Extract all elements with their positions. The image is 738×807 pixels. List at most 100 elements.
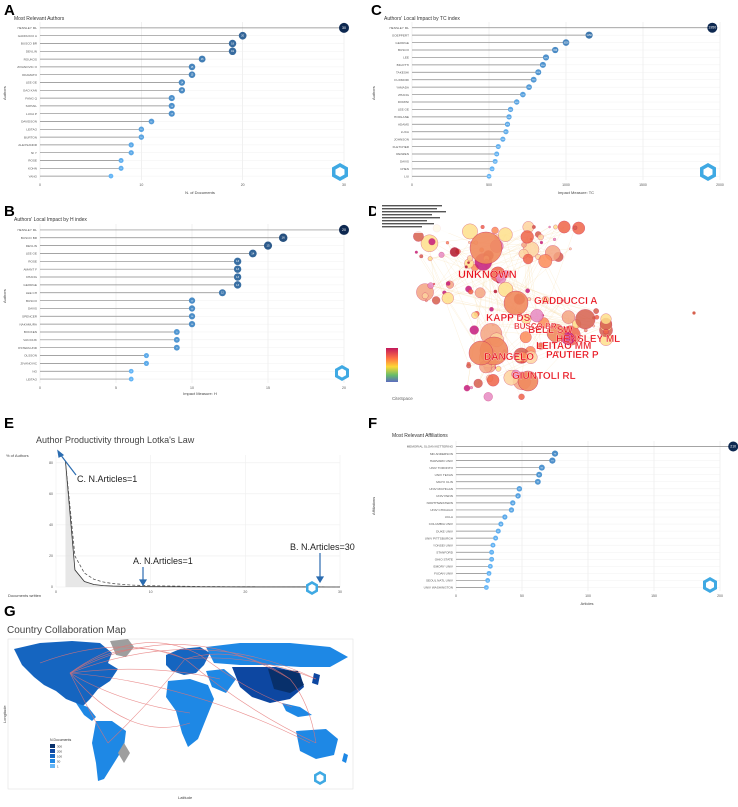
value-label: 14 — [251, 251, 255, 255]
value-label: 720 — [521, 94, 524, 96]
category-label: ZHANG — [398, 93, 409, 97]
network-node — [446, 241, 449, 244]
network-node — [425, 300, 427, 302]
value-label: 10 — [140, 137, 142, 139]
category-label: GEORGE — [395, 41, 409, 45]
category-label: DEVLIN — [26, 50, 37, 54]
value-label: 560 — [497, 146, 500, 148]
y-tick-label: 20 — [49, 554, 53, 558]
color-legend-bar — [386, 348, 398, 382]
category-label: EMORY UNIV — [434, 565, 454, 569]
category-label: DAVIS — [400, 160, 409, 164]
category-label: UNIV MICHIGAN — [429, 487, 453, 491]
tc-index-chart: Authors' Local Impact by TC index Author… — [368, 0, 738, 200]
category-label: LEITAO — [26, 377, 37, 381]
network-hub-node — [470, 232, 502, 264]
category-label: NAKAMURA — [19, 322, 37, 326]
value-label: 48 — [518, 489, 520, 491]
network-node — [466, 364, 471, 369]
x-tick-label: 200 — [717, 594, 723, 598]
network-node — [487, 374, 499, 386]
value-label: 16 — [282, 236, 286, 240]
network-node — [467, 261, 469, 263]
category-label: BOCKEN — [24, 330, 37, 334]
value-label: 42 — [510, 510, 512, 512]
category-label: ADAMS — [398, 122, 409, 126]
network-node — [498, 228, 512, 242]
network-node — [575, 309, 595, 329]
category-label: UNIV PENN — [436, 494, 453, 498]
network-node-label: DANGELO — [484, 352, 534, 363]
x-tick-label: 0 — [55, 590, 57, 594]
category-label: ROSE — [28, 159, 37, 163]
network-node — [450, 247, 459, 256]
network-node — [593, 308, 598, 313]
category-label: HENSLEY ML — [389, 26, 409, 30]
chart-g-title: Country Collaboration Map — [7, 625, 126, 636]
category-label: MEMORIAL SLOAN KETTERING — [407, 445, 454, 449]
network-node — [523, 254, 533, 264]
bibliometrix-logo-c — [700, 163, 716, 181]
category-label: ZIVANOVIC — [21, 362, 38, 366]
network-node — [531, 309, 544, 322]
category-label: YONSEI UNIV — [433, 543, 454, 547]
network-node — [429, 238, 436, 245]
network-node-label: UNKNOWN — [458, 269, 517, 281]
network-node — [519, 394, 525, 400]
bibliometrix-logo-f — [703, 577, 717, 593]
category-label: ROSE — [28, 260, 37, 264]
value-label: 6 — [131, 371, 132, 373]
value-label: 9 — [131, 145, 132, 147]
chart-f-title: Most Relevant Affiliations — [392, 433, 448, 439]
network-node — [538, 234, 544, 240]
category-label: LEE GE — [398, 108, 409, 112]
category-label: UNIV TORONTO — [429, 466, 453, 470]
legend-value-1: 300 — [57, 745, 62, 749]
network-node — [553, 238, 556, 241]
x-tick-label: 20 — [342, 386, 346, 390]
x-tick-label: 100 — [585, 594, 591, 598]
value-label: 640 — [509, 109, 512, 111]
category-label: DAVIDSON — [21, 120, 37, 124]
category-label: UNIV CHICAGO — [430, 508, 453, 512]
network-node — [470, 326, 479, 335]
network-node — [439, 252, 444, 257]
category-label: HARVARD UNIV — [430, 459, 454, 463]
category-label: BUSCO — [398, 48, 410, 52]
category-label: SPENCER — [22, 314, 38, 318]
network-node — [475, 288, 485, 298]
value-label: 1950 — [708, 26, 716, 30]
chart-c-ylabel: Authors — [371, 86, 376, 100]
y-tick-label: 0 — [51, 585, 53, 589]
value-label: 8 — [121, 168, 122, 170]
chart-g-xlabel: Latitude — [178, 795, 193, 800]
category-label: LEE — [403, 56, 409, 60]
value-label: 47 — [517, 496, 519, 498]
value-label: 11 — [150, 121, 152, 123]
panel-e: Author Productivity through Lotka's Law … — [0, 415, 365, 605]
category-label: ZIVANOVIC O — [17, 65, 37, 69]
category-label: LUCA P — [26, 112, 37, 116]
network-node — [521, 231, 534, 244]
h-index-chart: Authors' Local Impact by H index Authors… — [0, 203, 365, 403]
network-node — [446, 282, 450, 286]
value-label: 26 — [489, 566, 491, 568]
network-node — [415, 251, 418, 254]
chart-f-ylabel: Affiliations — [371, 497, 376, 515]
category-label: BUSCO BR — [21, 236, 38, 240]
network-node — [428, 257, 432, 261]
affiliations-chart: Most Relevant Affiliations Affiliations … — [368, 415, 738, 610]
category-label: LEITAO — [26, 128, 37, 132]
category-label: LEE GE — [26, 81, 37, 85]
category-label: FANG Q — [25, 96, 37, 100]
network-node — [492, 227, 499, 234]
network-node — [549, 226, 551, 228]
category-label: GEORGE — [23, 283, 37, 287]
category-label: DOMINI — [398, 100, 409, 104]
x-tick-label: 10 — [190, 386, 194, 390]
x-tick-label: 5 — [115, 386, 117, 390]
category-label: BURTON — [24, 135, 37, 139]
